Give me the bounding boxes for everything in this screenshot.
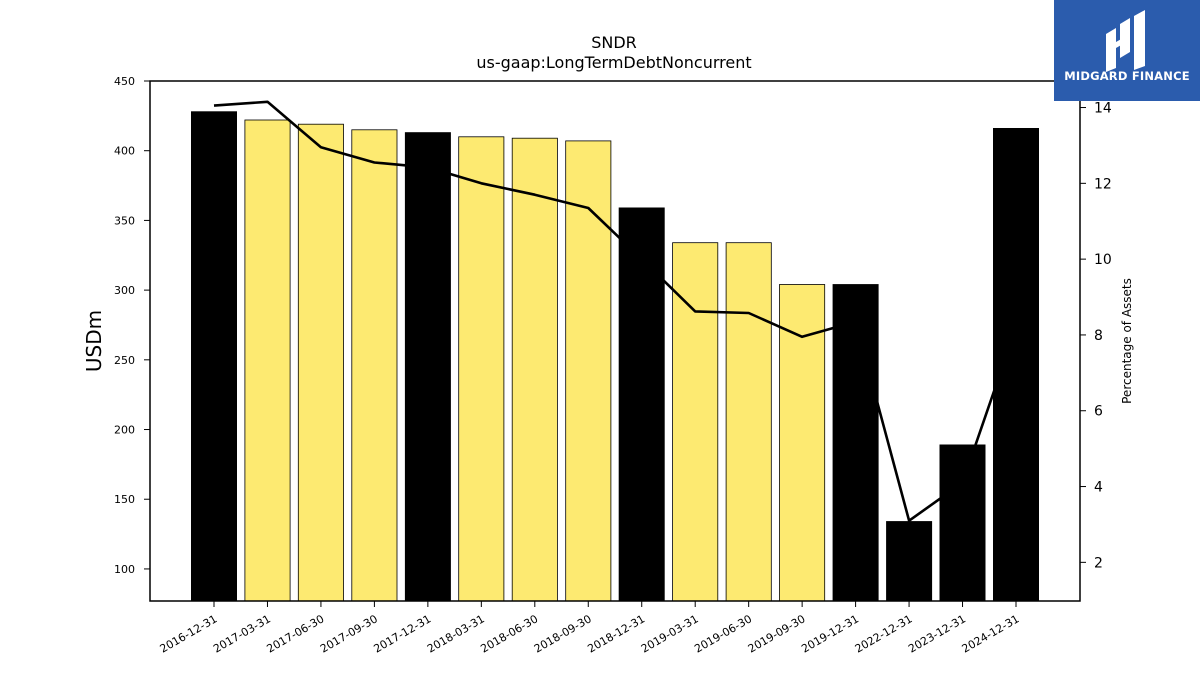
bar (297, 123, 344, 602)
y2-tick-label: 6 (1094, 404, 1103, 420)
brand-mark-icon (1106, 10, 1145, 72)
series-line (213, 100, 1018, 523)
plot-frame (149, 80, 1081, 602)
y-axis-label: USDm (82, 310, 106, 372)
y-tick-label: 350 (114, 214, 135, 227)
y-tick-label: 200 (114, 424, 135, 437)
bar (511, 137, 558, 602)
x-tick-label: 2019-03-31 (639, 612, 701, 655)
y-tick-label: 250 (114, 354, 135, 367)
x-tick-label: 2018-12-31 (585, 612, 647, 655)
bar (404, 132, 451, 602)
x-tick-label: 2018-09-30 (532, 612, 594, 655)
x-tick-label: 2024-12-31 (960, 612, 1022, 655)
y2-tick-label: 12 (1094, 176, 1112, 192)
left-axis: 100 150 200 250 300 350 400 450 (114, 75, 150, 576)
brand-logo: MIDGARD FINANCE (1054, 0, 1200, 101)
x-tick-label: 2017-12-31 (371, 612, 433, 655)
chart-title: SNDR (591, 33, 637, 52)
bar (832, 284, 879, 602)
x-axis: 2016-12-312017-03-312017-06-302017-09-30… (158, 601, 1022, 656)
y2-tick-label: 4 (1094, 480, 1103, 496)
y-tick-label: 450 (114, 75, 135, 88)
bar-group (190, 111, 1040, 602)
bar (458, 136, 505, 602)
bar (939, 444, 986, 602)
bar (725, 242, 772, 602)
x-tick-label: 2017-06-30 (265, 612, 327, 655)
bar (565, 140, 612, 602)
x-tick-label: 2023-12-31 (906, 612, 968, 655)
x-tick-label: 2019-09-30 (746, 612, 808, 655)
chart-subtitle: us-gaap:LongTermDebtNoncurrent (476, 53, 751, 72)
y2-tick-label: 8 (1094, 328, 1103, 344)
x-tick-label: 2018-06-30 (478, 612, 540, 655)
y-tick-label: 100 (114, 563, 135, 576)
bar (190, 111, 237, 602)
bar (993, 127, 1040, 602)
x-tick-label: 2018-03-31 (425, 612, 487, 655)
x-tick-label: 2017-03-31 (211, 612, 273, 655)
bar (351, 129, 398, 602)
y-tick-label: 300 (114, 284, 135, 297)
right-axis: 2 4 6 8 10 12 14 (1080, 101, 1112, 571)
y2-tick-label: 10 (1094, 252, 1112, 268)
y2-tick-label: 2 (1094, 555, 1103, 571)
brand-logo-text: MIDGARD FINANCE (1064, 69, 1190, 83)
x-tick-label: 2017-09-30 (318, 612, 380, 655)
y2-axis-label: Percentage of Assets (1120, 278, 1134, 404)
y-tick-label: 150 (114, 493, 135, 506)
bar (672, 242, 719, 602)
line-group (213, 100, 1018, 523)
bar (618, 207, 665, 602)
x-tick-label: 2019-06-30 (692, 612, 754, 655)
y2-tick-label: 14 (1094, 101, 1112, 117)
bar (244, 119, 291, 602)
bar (886, 521, 933, 602)
y-tick-label: 400 (114, 145, 135, 158)
x-tick-label: 2022-12-31 (853, 612, 915, 655)
x-tick-label: 2019-12-31 (799, 612, 861, 655)
x-tick-label: 2016-12-31 (158, 612, 220, 655)
